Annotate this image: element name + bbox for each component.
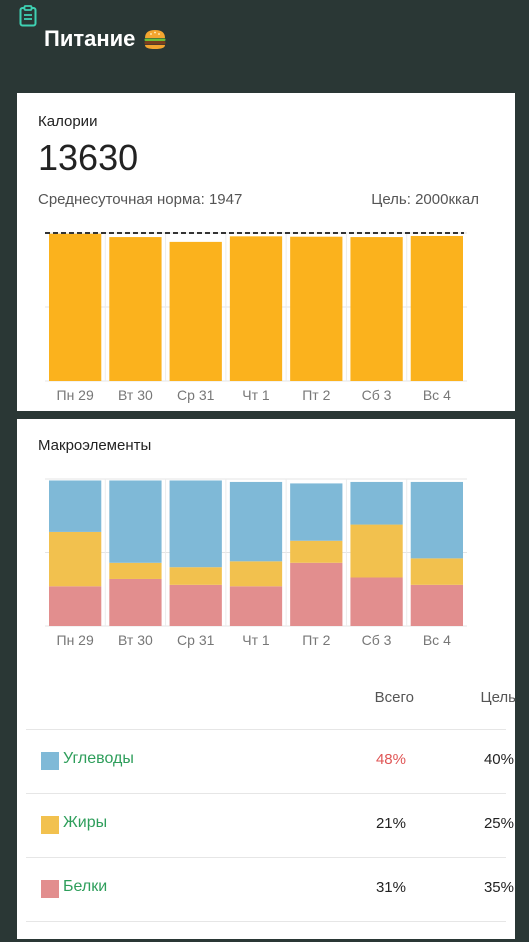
macros-title: Макроэлементы [38, 437, 152, 454]
daily-average-label: Среднесуточная норма: 1947 [38, 191, 243, 208]
calories-total: 13630 [38, 137, 139, 178]
macro-row-protein[interactable]: Белки 31% 35% [26, 857, 514, 921]
macro-bar-segment [109, 480, 162, 563]
x-tick-label: Сб 3 [362, 632, 392, 648]
macro-bar-segment [410, 558, 463, 585]
macro-goal: 35% [483, 879, 514, 896]
macro-name: Белки [63, 878, 108, 895]
macro-bar-segment [169, 584, 222, 626]
calories-card: Калории 13630 Среднесуточная норма: 1947… [17, 93, 515, 411]
column-goal: Цель [480, 689, 516, 706]
macro-row-fat[interactable]: Жиры 21% 25% [26, 793, 514, 857]
x-tick-label: Пт 2 [302, 387, 330, 403]
macro-total: 48% [375, 751, 406, 768]
calorie-bar [49, 233, 102, 381]
macro-bar-segment [290, 562, 343, 626]
calorie-goal-label: Цель: 2000ккал [371, 191, 479, 208]
macro-bar-segment [229, 481, 283, 562]
macro-bar-segment [49, 480, 102, 532]
x-tick-label: Пт 2 [302, 632, 330, 648]
macro-bar-segment [290, 483, 343, 541]
x-tick-label: Вт 30 [118, 632, 153, 648]
macro-bar-segment [49, 531, 102, 587]
page-title: Питание [44, 26, 167, 52]
x-tick-label: Вс 4 [423, 387, 451, 403]
macro-bar-segment [350, 481, 403, 525]
macro-goal: 25% [483, 815, 514, 832]
macro-total: 21% [375, 815, 406, 832]
calorie-bar [350, 237, 403, 381]
macro-bar-segment [410, 481, 463, 559]
x-tick-label: Сб 3 [362, 387, 392, 403]
x-tick-label: Ср 31 [177, 632, 215, 648]
calorie-bar [410, 235, 463, 381]
x-tick-label: Вс 4 [423, 632, 451, 648]
burger-icon [144, 30, 166, 49]
calories-title: Калории [38, 113, 98, 130]
macro-name: Жиры [63, 814, 108, 831]
clipboard-icon[interactable] [18, 5, 38, 27]
macros-card: Макроэлементы Пн 29 Вт 30 Ср 31 Чт 1 Пт 2 Сб … [17, 419, 516, 942]
x-tick-label: Пн 29 [57, 632, 94, 648]
x-tick-label: Пн 29 [57, 387, 94, 403]
macro-bar-segment [290, 540, 343, 563]
protein-swatch [41, 880, 59, 898]
table-end-divider [26, 921, 506, 942]
macro-row-carbs[interactable]: Углеводы 48% 40% [26, 729, 514, 793]
macros-table-header: Всего Цель [26, 681, 516, 729]
macro-bar-segment [350, 524, 403, 578]
fat-swatch [41, 816, 59, 834]
macro-bar-segment [229, 561, 283, 587]
macro-bar-segment [229, 586, 283, 626]
macro-bar-segment [109, 562, 162, 579]
calorie-bar [229, 236, 283, 381]
calorie-bar [169, 241, 222, 381]
column-total: Всего [374, 689, 414, 706]
macro-bar-segment [350, 577, 403, 626]
x-tick-label: Ср 31 [177, 387, 215, 403]
calorie-bar [290, 236, 343, 381]
macro-bar-segment [49, 586, 102, 626]
x-tick-label: Чт 1 [242, 632, 270, 648]
macros-chart: Пн 29 Вт 30 Ср 31 Чт 1 Пт 2 Сб 3 Вс 4 [45, 478, 467, 648]
calorie-bar [109, 237, 162, 381]
macro-bar-segment [410, 584, 463, 626]
macro-goal: 40% [483, 751, 514, 768]
carbs-swatch [41, 752, 59, 770]
macro-name: Углеводы [63, 750, 134, 767]
x-tick-label: Чт 1 [242, 387, 270, 403]
page-title-text: Питание [44, 26, 136, 51]
macro-bar-segment [109, 578, 162, 626]
macro-bar-segment [169, 567, 222, 585]
macro-total: 31% [375, 879, 406, 896]
calories-chart: Пн 29 Вт 30 Ср 31 Чт 1 Пт 2 Сб 3 Вс 4 [45, 232, 467, 403]
macros-table: Всего Цель Углеводы 48% 40% Жиры 21% 25%… [26, 681, 516, 942]
macro-bar-segment [169, 480, 222, 568]
x-tick-label: Вт 30 [118, 387, 153, 403]
